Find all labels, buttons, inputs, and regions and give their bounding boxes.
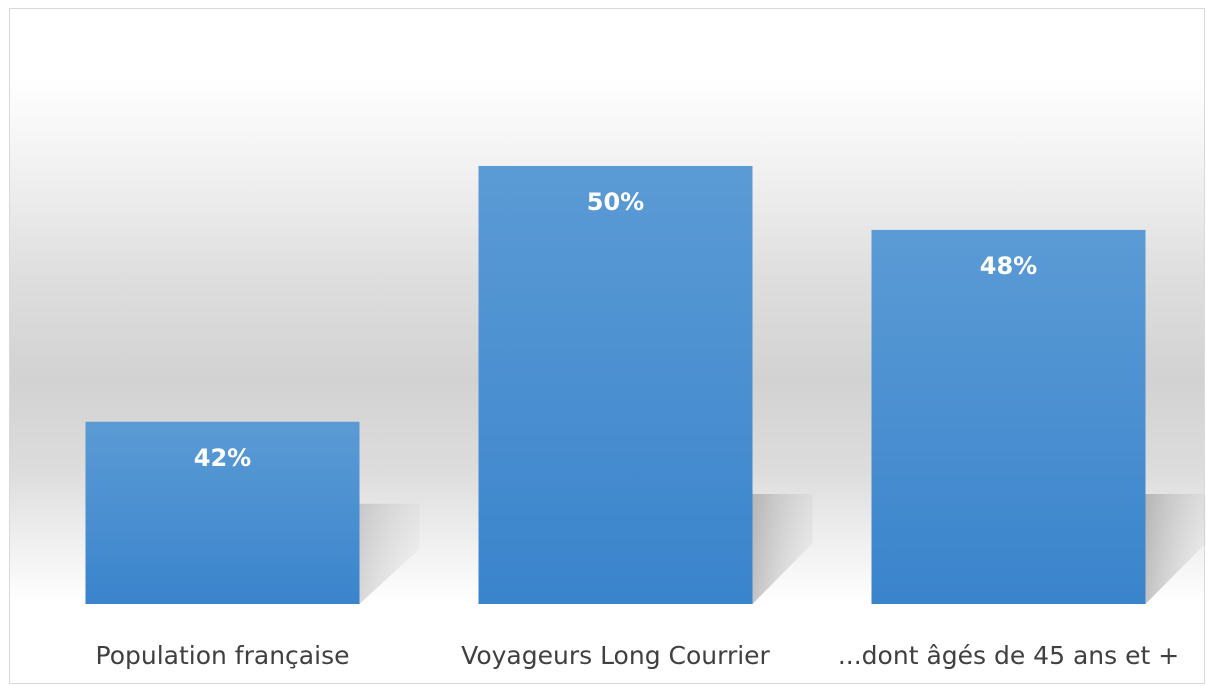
bar-3	[871, 229, 1146, 604]
category-label-1: Population française	[96, 641, 350, 670]
category-label-3: ...dont âgés de 45 ans et +	[838, 641, 1179, 670]
bar-2	[478, 165, 753, 605]
bar-shadow	[1145, 494, 1206, 604]
data-label-1: 42%	[194, 444, 251, 472]
bar-shadow	[752, 494, 813, 604]
category-label-2: Voyageurs Long Courrier	[461, 641, 770, 670]
data-label-3: 48%	[980, 252, 1037, 280]
data-label-2: 50%	[587, 188, 644, 216]
bar-1	[85, 421, 360, 604]
bar-shadow	[359, 503, 420, 604]
